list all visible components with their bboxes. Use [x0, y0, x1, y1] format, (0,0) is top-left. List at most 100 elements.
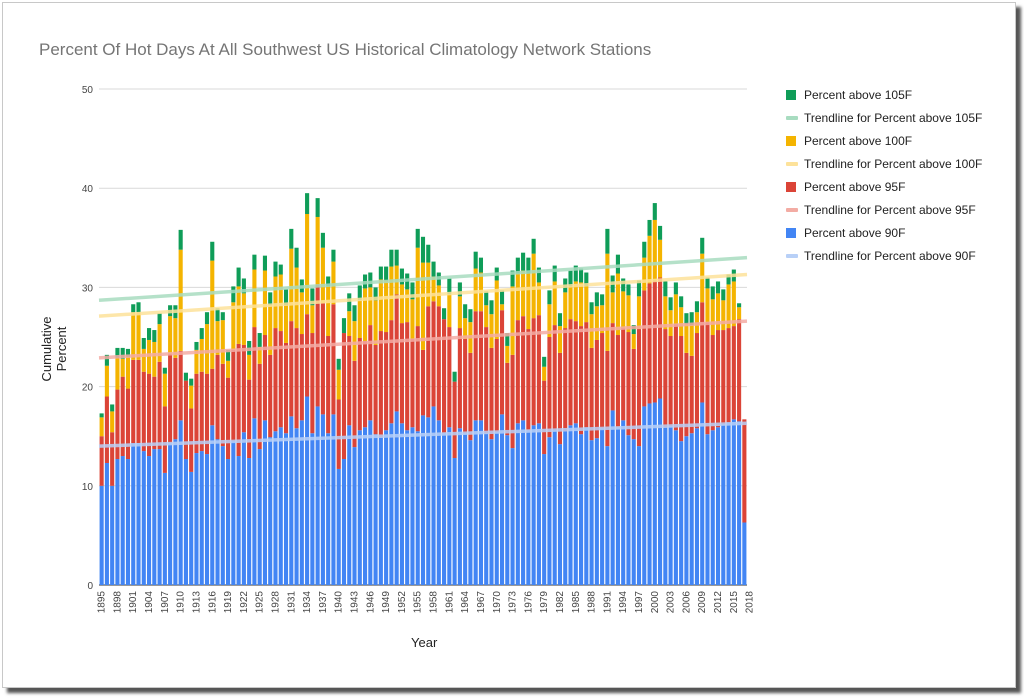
bar-90f	[531, 425, 536, 585]
x-axis-label: Year	[411, 635, 438, 650]
bar-95f	[668, 336, 673, 427]
bar-95f	[737, 319, 742, 422]
bar-90f	[484, 433, 489, 585]
bar-95f	[152, 376, 157, 450]
bar-100f	[705, 288, 710, 323]
x-tick-label: 1940	[334, 591, 345, 614]
bar-105f	[215, 308, 220, 322]
bar-95f	[341, 333, 347, 460]
bar-95f	[173, 357, 178, 440]
bar-100f	[679, 307, 684, 337]
legend-label: Percent above 95F	[804, 179, 906, 194]
bar-90f	[125, 459, 131, 585]
bar-100f	[405, 289, 410, 323]
bar-90f	[241, 432, 246, 585]
bar-100f	[210, 260, 215, 369]
bar-105f	[231, 286, 236, 303]
bar-90f	[410, 427, 415, 585]
bar-90f	[526, 430, 531, 585]
bar-95f	[146, 373, 152, 457]
bar-90f	[204, 454, 210, 585]
x-tick-label: 1955	[413, 591, 424, 614]
bar-105f	[689, 312, 694, 326]
bar-90f	[394, 411, 399, 585]
bar-105f	[368, 272, 373, 288]
bar-95f	[194, 373, 199, 454]
bar-95f	[384, 332, 389, 431]
bar-105f	[273, 261, 278, 277]
legend-item: Trendline for Percent above 105F	[786, 106, 1006, 129]
bar-95f	[320, 303, 325, 415]
x-tick-label: 1907	[160, 591, 171, 614]
bar-90f	[426, 417, 431, 585]
bar-100f	[352, 321, 357, 361]
bar-90f	[447, 427, 452, 585]
bar-100f	[515, 273, 520, 321]
chart-title: Percent Of Hot Days At All Southwest US …	[39, 40, 652, 59]
bar-105f	[605, 228, 610, 254]
bar-100f	[605, 253, 610, 351]
legend-swatch	[786, 253, 798, 258]
bar-95f	[473, 311, 478, 421]
bar-90f	[289, 416, 294, 585]
bar-90f	[605, 446, 610, 585]
bar-100f	[726, 284, 731, 329]
bar-95f	[594, 339, 599, 439]
x-tick-label: 1913	[191, 591, 202, 614]
bar-100f	[689, 325, 694, 356]
bar-105f	[505, 333, 510, 346]
x-tick-label: 1952	[397, 591, 408, 614]
bar-100f	[152, 341, 157, 377]
bar-105f	[268, 292, 273, 306]
x-tick-label: 1997	[634, 591, 645, 614]
bar-100f	[631, 334, 636, 349]
bar-95f	[431, 301, 436, 407]
legend-swatch	[786, 89, 796, 100]
bar-90f	[584, 427, 589, 585]
bar-95f	[378, 331, 383, 438]
bar-105f	[384, 266, 389, 281]
bar-105f	[647, 219, 652, 236]
bar-90f	[663, 427, 668, 585]
bar-100f	[368, 287, 373, 326]
bar-90f	[162, 472, 167, 585]
bar-105f	[547, 290, 552, 305]
y-tick-label: 30	[82, 283, 94, 294]
bar-90f	[615, 427, 620, 585]
bar-95f	[305, 314, 310, 397]
bar-90f	[542, 454, 547, 585]
bar-95f	[141, 371, 146, 452]
bar-100f	[310, 305, 315, 334]
bar-100f	[420, 262, 426, 350]
bar-95f	[621, 328, 626, 421]
x-tick-label: 1973	[508, 591, 519, 614]
bar-90f	[357, 430, 362, 585]
bar-105f	[394, 249, 399, 266]
bar-100f	[168, 316, 173, 354]
x-tick-label: 1988	[587, 591, 598, 614]
bar-100f	[220, 320, 225, 364]
bar-95f	[294, 328, 299, 429]
bar-95f	[457, 328, 462, 429]
bar-100f	[457, 296, 462, 329]
bar-95f	[694, 333, 700, 429]
bar-95f	[99, 436, 104, 486]
bar-100f	[663, 296, 668, 330]
bar-105f	[621, 278, 626, 292]
bar-95f	[689, 355, 694, 434]
bar-95f	[110, 432, 115, 486]
bar-100f	[241, 293, 246, 345]
bar-100f	[294, 267, 299, 329]
bar-95f	[468, 352, 473, 441]
bar-95f	[268, 354, 273, 438]
bar-90f	[457, 428, 462, 585]
bar-90f	[689, 433, 694, 585]
bar-105f	[463, 304, 468, 319]
bar-100f	[584, 286, 589, 323]
legend-item: Trendline for Percent above 95F	[786, 198, 1006, 221]
bar-100f	[357, 300, 362, 338]
bar-100f	[373, 300, 378, 345]
bar-100f	[594, 306, 599, 340]
legend-label: Percent above 105F	[804, 87, 913, 102]
bar-95f	[478, 311, 484, 421]
